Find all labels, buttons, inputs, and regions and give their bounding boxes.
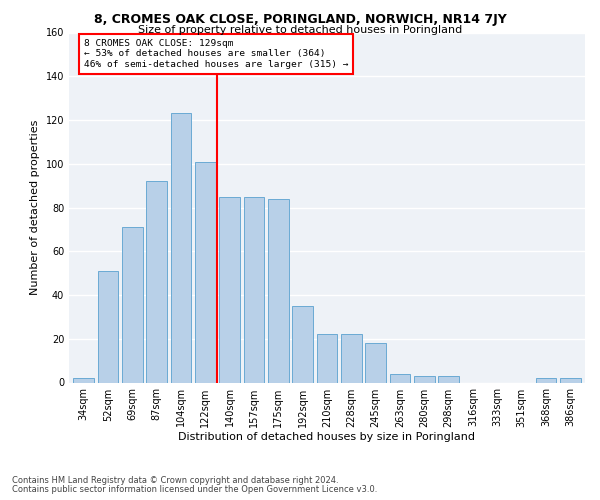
- Y-axis label: Number of detached properties: Number of detached properties: [30, 120, 40, 295]
- Bar: [292, 306, 313, 382]
- X-axis label: Distribution of detached houses by size in Poringland: Distribution of detached houses by size …: [179, 432, 476, 442]
- Bar: [146, 181, 167, 382]
- Text: Size of property relative to detached houses in Poringland: Size of property relative to detached ho…: [138, 25, 462, 35]
- Bar: [195, 162, 215, 382]
- Text: 8 CROMES OAK CLOSE: 129sqm
← 53% of detached houses are smaller (364)
46% of sem: 8 CROMES OAK CLOSE: 129sqm ← 53% of deta…: [84, 39, 349, 69]
- Bar: [536, 378, 556, 382]
- Text: Contains public sector information licensed under the Open Government Licence v3: Contains public sector information licen…: [12, 485, 377, 494]
- Bar: [439, 376, 459, 382]
- Bar: [98, 271, 118, 382]
- Bar: [219, 196, 240, 382]
- Bar: [560, 378, 581, 382]
- Bar: [414, 376, 435, 382]
- Bar: [341, 334, 362, 382]
- Bar: [389, 374, 410, 382]
- Bar: [365, 343, 386, 382]
- Bar: [170, 114, 191, 382]
- Bar: [122, 227, 143, 382]
- Text: 8, CROMES OAK CLOSE, PORINGLAND, NORWICH, NR14 7JY: 8, CROMES OAK CLOSE, PORINGLAND, NORWICH…: [94, 12, 506, 26]
- Bar: [244, 196, 265, 382]
- Bar: [268, 198, 289, 382]
- Bar: [317, 334, 337, 382]
- Text: Contains HM Land Registry data © Crown copyright and database right 2024.: Contains HM Land Registry data © Crown c…: [12, 476, 338, 485]
- Bar: [73, 378, 94, 382]
